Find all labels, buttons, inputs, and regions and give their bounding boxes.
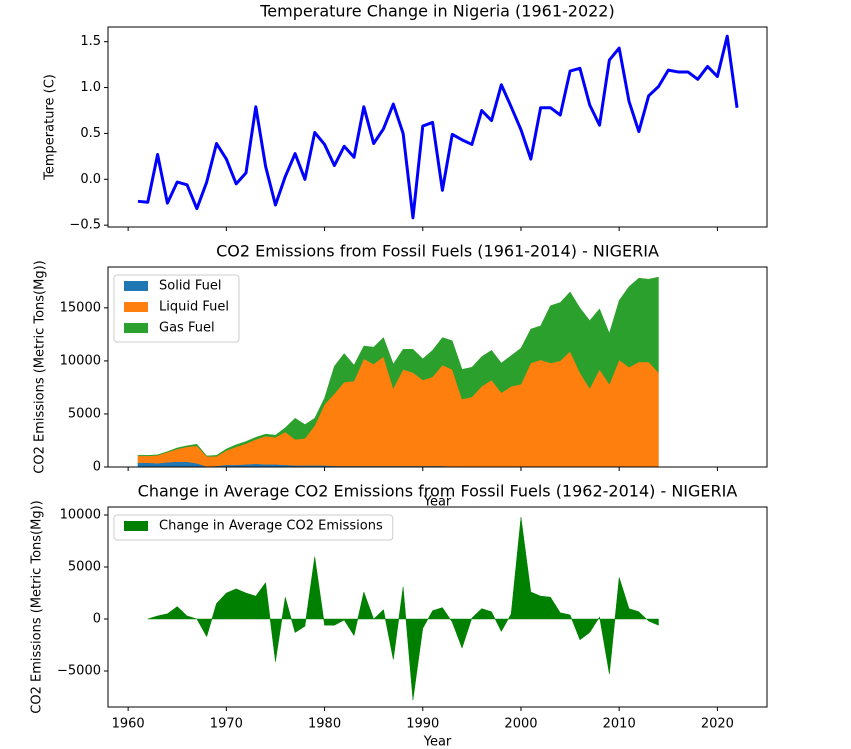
y-axis-label: CO2 Emissions (Metric Tons(Mg)): [33, 260, 48, 473]
subplot: CO2 Emissions from Fossil Fuels (1961-20…: [33, 242, 768, 510]
subplot: Change in Average CO2 Emissions from Fos…: [30, 482, 768, 749]
legend-swatch: [124, 281, 148, 291]
axes-frame: [107, 266, 768, 468]
x-tick-label: 1980: [308, 717, 341, 732]
legend-swatch: [124, 521, 148, 531]
y-tick-label: 10000: [60, 353, 101, 368]
y-tick-label: 0: [93, 460, 101, 475]
legend-label: Liquid Fuel: [159, 300, 229, 315]
x-tick-label: 2020: [701, 717, 734, 732]
legend-label: Gas Fuel: [159, 321, 215, 336]
y-axis-label: Temperature (C): [43, 74, 58, 181]
x-axis-label: Year: [423, 495, 452, 510]
y-tick-label: 5000: [68, 560, 101, 575]
legend: Solid Fuel Liquid Fuel Gas Fuel: [113, 274, 240, 343]
legend-label: Change in Average CO2 Emissions: [159, 519, 383, 534]
y-tick-label: 0.5: [80, 126, 101, 141]
area-series: [137, 276, 659, 457]
subplot-title: CO2 Emissions from Fossil Fuels (1961-20…: [216, 242, 659, 261]
y-tick-label: 10000: [60, 508, 101, 523]
x-tick-label: 1960: [112, 717, 145, 732]
y-tick-label: 0.0: [80, 172, 101, 187]
subplot-title: Change in Average CO2 Emissions from Fos…: [138, 482, 738, 501]
x-tick-label: 2010: [603, 717, 636, 732]
subplot: Temperature Change in Nigeria (1961-2022…: [43, 2, 768, 233]
y-axis-label: CO2 Emissions (Metric Tons(Mg)): [30, 500, 45, 713]
y-tick-label: 0: [93, 612, 101, 627]
line-series: [137, 34, 739, 220]
area-series: [147, 517, 659, 701]
axes-frame: [107, 26, 768, 228]
legend: Change in Average CO2 Emissions: [113, 514, 394, 541]
subplot-title: Temperature Change in Nigeria (1961-2022…: [259, 2, 614, 21]
y-tick-label: −5000: [57, 664, 101, 679]
axes-frame: [107, 506, 768, 708]
y-tick-label: −0.5: [69, 218, 101, 233]
y-tick-label: 1.5: [80, 34, 101, 49]
x-axis-label: Year: [423, 735, 452, 749]
plot-area: [147, 517, 659, 701]
plot-area: [137, 34, 739, 220]
y-tick-label: 15000: [60, 300, 101, 315]
legend-swatch: [124, 323, 148, 333]
x-tick-label: 1970: [210, 717, 243, 732]
legend-label: Solid Fuel: [159, 279, 221, 294]
legend-box: [113, 514, 394, 541]
x-tick-label: 2000: [504, 717, 537, 732]
y-tick-label: 1.0: [80, 80, 101, 95]
x-tick-label: 1990: [406, 717, 439, 732]
y-tick-label: 5000: [68, 406, 101, 421]
legend-swatch: [124, 302, 148, 312]
